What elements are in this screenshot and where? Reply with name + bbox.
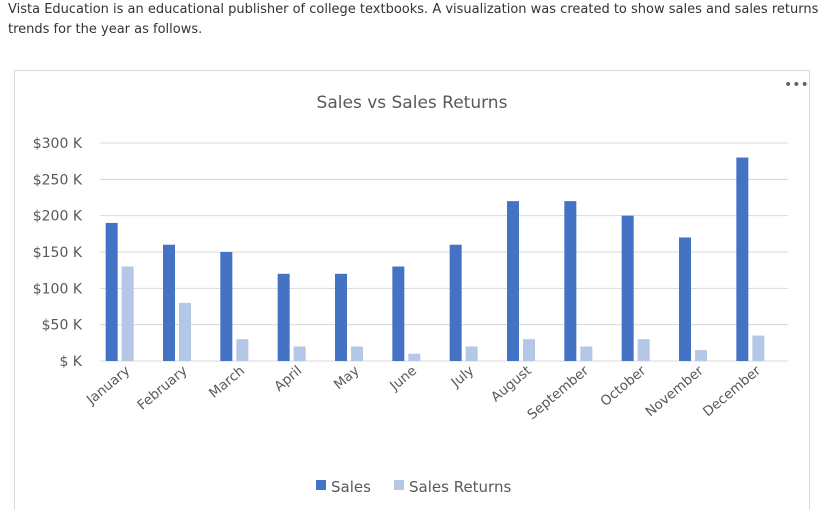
bar-sales[interactable] bbox=[220, 252, 233, 361]
bar-sales[interactable] bbox=[736, 157, 749, 361]
bar-sales[interactable] bbox=[449, 244, 462, 361]
bar-sales[interactable] bbox=[277, 273, 290, 361]
y-tick-label: $ K bbox=[59, 354, 82, 370]
bar-sales-returns[interactable] bbox=[523, 339, 535, 361]
x-tick-label: July bbox=[448, 363, 478, 392]
legend-swatch bbox=[394, 480, 404, 490]
x-tick-label: January bbox=[83, 363, 133, 409]
bar-sales[interactable] bbox=[564, 201, 577, 361]
x-tick-label: December bbox=[700, 363, 764, 421]
x-axis-labels: January February March April May June July Augu… bbox=[83, 363, 764, 424]
y-axis-ticks: $ K $50 K $100 K $150 K $200 K $250 K $300 K bbox=[33, 136, 83, 370]
bar-sales[interactable] bbox=[163, 244, 175, 361]
chart-title: Sales vs Sales Returns bbox=[317, 93, 508, 113]
y-tick-label: $200 K bbox=[33, 209, 83, 225]
bar-sales-returns[interactable] bbox=[236, 339, 249, 361]
bar-sales-returns[interactable] bbox=[465, 346, 478, 361]
intro-text: Vista Education is an educational publis… bbox=[8, 2, 819, 37]
bar-sales-returns[interactable] bbox=[293, 346, 306, 361]
legend-label: Sales Returns bbox=[409, 478, 511, 496]
y-tick-label: $250 K bbox=[33, 172, 83, 188]
bars bbox=[105, 157, 765, 361]
y-tick-label: $100 K bbox=[33, 281, 83, 297]
x-tick-label: February bbox=[134, 363, 190, 414]
bar-sales[interactable] bbox=[335, 273, 347, 361]
bar-sales[interactable] bbox=[679, 237, 691, 361]
bar-sales[interactable] bbox=[392, 266, 405, 361]
bar-sales-returns[interactable] bbox=[121, 266, 134, 361]
x-tick-label: June bbox=[386, 363, 420, 395]
grid-layer bbox=[100, 142, 788, 362]
x-tick-label: November bbox=[642, 363, 706, 421]
bar-sales[interactable] bbox=[105, 222, 118, 361]
bar-sales-returns[interactable] bbox=[695, 350, 707, 361]
more-horizontal-icon[interactable]: ••• bbox=[784, 77, 809, 93]
bar-sales-returns[interactable] bbox=[752, 335, 765, 361]
bar-sales[interactable] bbox=[507, 201, 519, 361]
y-tick-label: $50 K bbox=[42, 318, 83, 334]
legend-swatch bbox=[316, 480, 326, 490]
bar-sales-returns[interactable] bbox=[637, 339, 650, 361]
legend-item-sales[interactable]: Sales bbox=[316, 478, 371, 496]
x-tick-label: October bbox=[598, 363, 650, 410]
x-tick-label: August bbox=[488, 363, 534, 406]
x-tick-label: September bbox=[524, 363, 592, 424]
bar-sales-returns[interactable] bbox=[408, 353, 421, 361]
bar-sales[interactable] bbox=[621, 215, 634, 361]
x-tick-label: March bbox=[206, 363, 248, 402]
legend-label: Sales bbox=[331, 478, 371, 496]
bar-sales-returns[interactable] bbox=[351, 346, 363, 361]
x-tick-label: May bbox=[331, 363, 363, 393]
bar-sales-returns[interactable] bbox=[179, 302, 191, 361]
legend: Sales Sales Returns bbox=[316, 478, 511, 496]
legend-item-sales-returns[interactable]: Sales Returns bbox=[394, 478, 511, 496]
y-tick-label: $150 K bbox=[33, 245, 83, 261]
x-tick-label: April bbox=[271, 363, 305, 395]
bar-sales-returns[interactable] bbox=[580, 346, 593, 361]
y-tick-label: $300 K bbox=[33, 136, 83, 152]
